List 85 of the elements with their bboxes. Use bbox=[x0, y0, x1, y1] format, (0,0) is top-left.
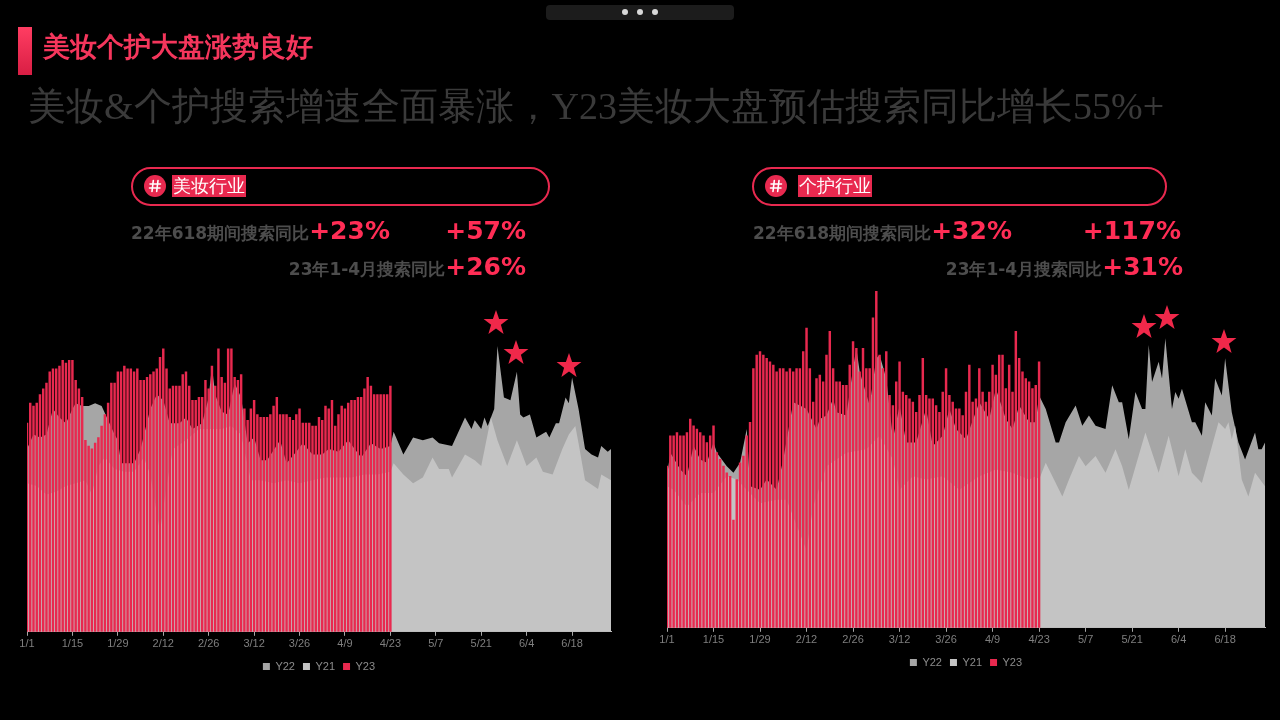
bar bbox=[968, 364, 971, 628]
bar bbox=[149, 374, 152, 632]
bar bbox=[679, 435, 682, 628]
legend-label: Y21 bbox=[315, 659, 336, 672]
bar bbox=[782, 368, 785, 628]
x-tick-label: 3/26 bbox=[288, 637, 311, 650]
bar bbox=[389, 385, 392, 632]
legend-label: Y23 bbox=[1002, 655, 1023, 668]
bar bbox=[978, 368, 981, 628]
text: 22年618期间搜索同比+32% bbox=[753, 216, 1012, 245]
x-tick-label: 3/26 bbox=[935, 633, 957, 646]
text: +57% bbox=[445, 216, 526, 245]
legend-label: Y23 bbox=[355, 659, 376, 672]
bar bbox=[230, 348, 233, 632]
x-tick-label: 1/1 bbox=[19, 637, 35, 650]
bar bbox=[908, 398, 911, 628]
text: +117% bbox=[1082, 216, 1181, 245]
bar bbox=[217, 348, 220, 632]
x-tick-label: 2/12 bbox=[795, 633, 818, 646]
bar bbox=[366, 377, 369, 632]
chart-title: 美妆行业 bbox=[172, 175, 246, 197]
bar bbox=[298, 408, 301, 632]
bar bbox=[785, 371, 788, 628]
text: 美妆&个护搜索增速全面暴涨，Y23美妆大盘预估搜索同比增长55%+ bbox=[28, 84, 1165, 129]
bar bbox=[805, 327, 808, 628]
x-tick-label: 5/7 bbox=[428, 637, 444, 650]
bar bbox=[48, 371, 51, 632]
bar bbox=[898, 361, 901, 628]
bar bbox=[669, 435, 672, 628]
bar bbox=[772, 364, 775, 628]
bar bbox=[712, 425, 715, 628]
x-tick-label: 1/29 bbox=[107, 637, 129, 650]
bar bbox=[672, 435, 675, 628]
bar bbox=[765, 358, 768, 628]
bar bbox=[126, 368, 129, 632]
bar bbox=[61, 359, 64, 632]
bar bbox=[259, 417, 262, 632]
x-tick-label: 2/12 bbox=[152, 637, 174, 650]
bar bbox=[136, 368, 139, 632]
x-tick-label: 4/23 bbox=[379, 637, 402, 650]
bar bbox=[379, 394, 382, 632]
bar bbox=[194, 399, 197, 632]
legend-label: Y22 bbox=[922, 655, 942, 668]
x-tick-label: 4/9 bbox=[984, 633, 1001, 646]
x-tick-label: 1/29 bbox=[749, 633, 771, 646]
x-tick-label: 3/12 bbox=[243, 637, 265, 650]
x-tick-label: 1/15 bbox=[61, 637, 84, 650]
text: 22年618期间搜索同比+23% bbox=[131, 216, 390, 245]
text: 23年1-4月搜索同比+31% bbox=[945, 252, 1183, 281]
bar bbox=[376, 394, 379, 632]
bar bbox=[762, 354, 765, 628]
x-tick-label: 5/21 bbox=[1121, 633, 1143, 646]
x-tick-label: 6/4 bbox=[519, 637, 535, 650]
x-tick-label: 1/15 bbox=[702, 633, 725, 646]
bar bbox=[682, 435, 685, 628]
bar bbox=[204, 379, 207, 632]
bar bbox=[123, 365, 126, 632]
x-tick-label: 5/21 bbox=[470, 637, 492, 650]
x-tick-label: 4/23 bbox=[1028, 633, 1050, 646]
x-tick-label: 6/18 bbox=[561, 637, 583, 650]
legend-label: Y22 bbox=[275, 659, 295, 672]
text: 23年1-4月搜索同比+26% bbox=[288, 252, 526, 281]
bar bbox=[110, 382, 113, 632]
bar bbox=[350, 399, 353, 632]
legend-label: Y21 bbox=[962, 655, 983, 668]
x-tick-label: 6/18 bbox=[1214, 633, 1236, 646]
bar bbox=[958, 408, 961, 628]
x-tick-label: 2/26 bbox=[842, 633, 864, 646]
x-tick-label: 5/7 bbox=[1077, 633, 1094, 646]
text: 美妆个护大盘涨势良好 bbox=[43, 31, 313, 63]
bar bbox=[815, 378, 818, 628]
x-tick-label: 6/4 bbox=[1170, 633, 1187, 646]
bar bbox=[340, 405, 343, 632]
bar bbox=[755, 354, 758, 628]
bar bbox=[285, 414, 288, 632]
chart-title: 个护行业 bbox=[798, 175, 872, 197]
bar bbox=[875, 291, 878, 628]
bar bbox=[282, 414, 285, 632]
x-tick-label: 2/26 bbox=[197, 637, 220, 650]
bar bbox=[353, 399, 356, 632]
bar bbox=[991, 364, 994, 628]
x-tick-label: 3/12 bbox=[888, 633, 911, 646]
x-tick-label: 4/9 bbox=[337, 637, 353, 650]
bar bbox=[71, 359, 74, 632]
x-tick-label: 1/1 bbox=[659, 633, 675, 646]
